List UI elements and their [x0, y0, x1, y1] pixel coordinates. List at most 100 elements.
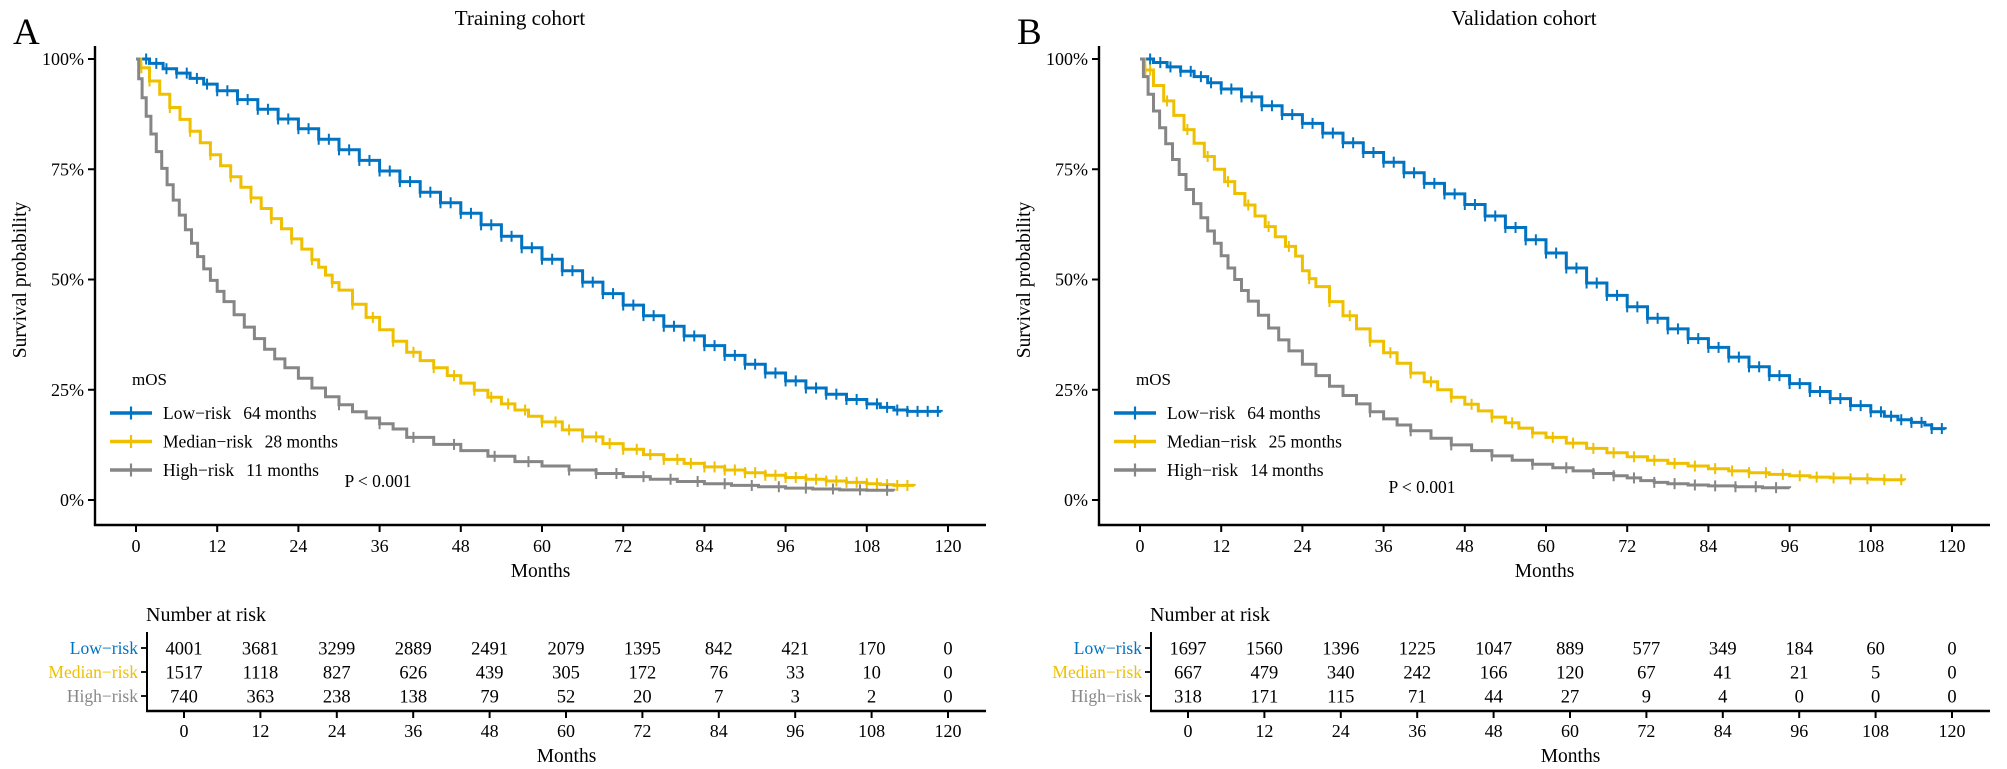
- risk-row-label: Low−risk: [1074, 638, 1142, 658]
- risk-row-label: Low−risk: [70, 638, 138, 658]
- censor-ticks-low: [145, 53, 939, 417]
- survival-curve-median: [1140, 57, 1907, 482]
- x-axis-label: Months: [511, 561, 571, 582]
- x-tick-label: 96: [777, 536, 795, 556]
- risk-row-label: High−risk: [1071, 686, 1142, 706]
- risk-months-label: Months: [537, 746, 597, 767]
- legend-entry-label: Low−risk 64 months: [163, 403, 317, 423]
- risk-count: 1396: [1322, 640, 1359, 660]
- risk-x-tick-label: 24: [1332, 721, 1350, 741]
- risk-x-tick-label: 60: [1561, 721, 1579, 741]
- legend-entry-name: Low−risk: [163, 403, 231, 423]
- x-tick-label: 0: [132, 536, 141, 556]
- risk-row-label: Median−risk: [48, 662, 138, 682]
- risk-count: 1697: [1170, 640, 1207, 660]
- legend-entry-mos: 64 months: [1247, 403, 1321, 423]
- x-tick-label: 72: [1618, 536, 1636, 556]
- risk-count: 33: [786, 664, 805, 684]
- risk-count: 0: [1795, 688, 1804, 708]
- y-axis-label: Survival probability: [10, 201, 31, 358]
- risk-count: 44: [1484, 688, 1503, 708]
- risk-count: 4001: [166, 640, 203, 660]
- legend-entry-name: High−risk: [163, 460, 234, 480]
- x-tick-label: 96: [1781, 536, 1799, 556]
- y-tick-label: 50%: [51, 270, 84, 290]
- risk-x-tick-label: 0: [180, 721, 189, 741]
- risk-count: 76: [710, 664, 729, 684]
- risk-x-tick-label: 12: [251, 721, 269, 741]
- risk-count: 340: [1327, 664, 1355, 684]
- censor-ticks-high: [338, 399, 889, 496]
- legend-entry-name: Median−risk: [163, 432, 253, 452]
- risk-count: 2491: [471, 640, 508, 660]
- x-tick-label: 120: [1939, 536, 1966, 556]
- x-tick-label: 60: [1537, 536, 1555, 556]
- risk-count: 421: [781, 640, 809, 660]
- risk-x-tick-label: 24: [328, 721, 346, 741]
- x-axis-label: Months: [1515, 561, 1575, 582]
- x-tick-label: 12: [1212, 536, 1230, 556]
- x-tick-label: 36: [371, 536, 389, 556]
- risk-count: 120: [1556, 664, 1584, 684]
- panel-title: Training cohort: [455, 6, 586, 30]
- panel-title: Validation cohort: [1451, 6, 1596, 30]
- panel-a-training-cohort: A Training cohort 100% 75% 50% 25% 0% 0 12 24 36 48…: [10, 6, 986, 767]
- risk-count: 60: [1866, 640, 1885, 660]
- risk-count: 170: [858, 640, 886, 660]
- risk-count: 20: [633, 688, 652, 708]
- risk-count: 172: [629, 664, 657, 684]
- risk-count: 115: [1327, 688, 1354, 708]
- legend-entry-mos: 25 months: [1269, 432, 1343, 452]
- risk-count: 21: [1790, 664, 1809, 684]
- risk-count: 1517: [166, 664, 203, 684]
- risk-count: 41: [1714, 664, 1733, 684]
- y-tick-label: 100%: [42, 49, 84, 69]
- risk-count: 318: [1174, 688, 1202, 708]
- x-tick-label: 36: [1375, 536, 1393, 556]
- risk-count: 2: [867, 688, 876, 708]
- y-tick-label: 0%: [60, 490, 84, 510]
- censor-ticks-high: [1369, 406, 1778, 494]
- legend-title: mOS: [1136, 370, 1171, 389]
- legend-entry-label: Low−risk 64 months: [1167, 403, 1321, 423]
- panel-letter: B: [1017, 12, 1042, 53]
- risk-count: 626: [399, 664, 427, 684]
- risk-x-tick-label: 108: [1862, 721, 1889, 741]
- risk-count: 9: [1642, 688, 1651, 708]
- risk-x-tick-label: 96: [1790, 721, 1808, 741]
- legend-entry-name: Low−risk: [1167, 403, 1235, 423]
- risk-count: 439: [476, 664, 504, 684]
- y-axis-label: Survival probability: [1014, 201, 1035, 358]
- risk-x-tick-label: 36: [1408, 721, 1426, 741]
- p-value-label: P < 0.001: [344, 471, 411, 491]
- risk-x-tick-label: 96: [786, 721, 804, 741]
- y-tick-label: 25%: [51, 380, 84, 400]
- p-value-label: P < 0.001: [1388, 477, 1455, 497]
- risk-x-tick-label: 120: [1939, 721, 1966, 741]
- y-tick-label: 100%: [1046, 49, 1088, 69]
- survival-curve-low: [1140, 57, 1947, 431]
- risk-x-tick-label: 0: [1184, 721, 1193, 741]
- legend-entry-mos: 14 months: [1250, 460, 1324, 480]
- risk-count: 2079: [548, 640, 585, 660]
- risk-count: 740: [170, 688, 198, 708]
- risk-count: 171: [1251, 688, 1279, 708]
- risk-x-tick-label: 84: [1714, 721, 1732, 741]
- legend-entry-mos: 11 months: [246, 460, 319, 480]
- x-tick-label: 72: [614, 536, 632, 556]
- risk-count: 577: [1633, 640, 1661, 660]
- legend-entry-label: High−risk 14 months: [1167, 460, 1324, 480]
- risk-count: 1118: [243, 664, 279, 684]
- risk-count: 3681: [242, 640, 279, 660]
- risk-count: 3: [791, 688, 800, 708]
- x-tick-label: 84: [1699, 536, 1717, 556]
- censor-ticks-median: [1144, 64, 1903, 486]
- risk-count: 242: [1403, 664, 1431, 684]
- risk-count: 889: [1556, 640, 1584, 660]
- panel-b-validation-cohort: B Validation cohort 100% 75% 50% 25% 0% 0 12 24 36…: [1014, 6, 1990, 767]
- survival-curve-high: [1140, 57, 1792, 490]
- legend-entry-label: Median−risk 28 months: [163, 432, 338, 452]
- risk-x-tick-label: 60: [557, 721, 575, 741]
- survival-curve-high: [136, 57, 896, 492]
- censor-ticks-median: [140, 62, 909, 491]
